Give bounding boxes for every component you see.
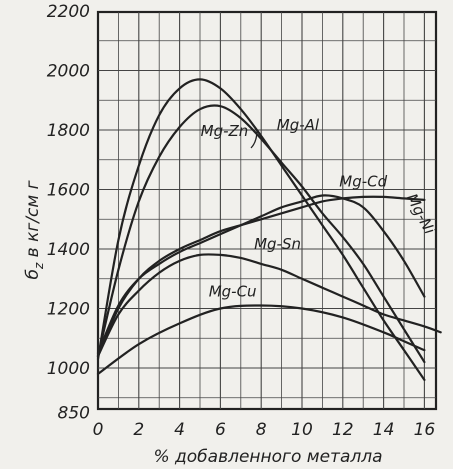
grid-lines — [96, 10, 438, 411]
series-line-mg-cu — [96, 304, 426, 375]
series-curves — [96, 78, 442, 381]
x-tick-16: 16 — [414, 420, 436, 440]
x-tick-8: 8 — [256, 420, 267, 440]
x-tick-14: 14 — [373, 420, 395, 440]
series-line-mg-ni — [96, 194, 426, 355]
series-line-mg-zn — [96, 78, 426, 381]
y-tick-2000: 2000 — [47, 62, 90, 82]
y-tick-1600: 1600 — [47, 181, 90, 201]
x-tick-6: 6 — [215, 420, 226, 440]
y-tick-1000: 1000 — [47, 359, 90, 379]
label-mg-cu: Mg-Cu — [209, 283, 257, 301]
x-axis-title: % добавленного металла — [153, 447, 382, 467]
label-mg-zn: Mg-Zn — [201, 122, 249, 140]
y-axis-title: бz в кг/см г — [23, 180, 46, 279]
x-tick-4: 4 — [174, 420, 185, 440]
y-tick-850: 850 — [58, 404, 90, 424]
plot-frame — [96, 10, 438, 411]
y-axis-title-main: б — [23, 269, 43, 279]
series-line-mg-cd — [96, 195, 426, 358]
x-tick-12: 12 — [332, 420, 354, 440]
y-tick-1800: 1800 — [47, 121, 90, 141]
y-tick-1400: 1400 — [47, 240, 90, 260]
y-tick-1200: 1200 — [47, 300, 90, 320]
y-tick-2200: 2200 — [47, 2, 90, 22]
x-tick-0: 0 — [93, 420, 104, 440]
x-tick-10: 10 — [291, 420, 313, 440]
series-line-mg-al — [96, 104, 426, 364]
y-axis-title-sub: z — [32, 262, 46, 270]
label-mg-cd: Mg-Cd — [339, 173, 387, 191]
series-line-mg-sn — [96, 253, 442, 358]
label-mg-al: Mg-Al — [277, 116, 320, 134]
x-tick-labels: 0 2 4 6 8 10 12 14 16 — [93, 420, 436, 440]
label-mg-sn: Mg-Sn — [254, 235, 301, 253]
y-axis-title-rest: в кг/см г — [23, 180, 43, 262]
y-tick-labels: 850 1000 1200 1400 1600 1800 2000 2200 — [47, 2, 90, 424]
label-mg-zn-leader — [250, 129, 258, 149]
x-tick-2: 2 — [133, 420, 144, 440]
